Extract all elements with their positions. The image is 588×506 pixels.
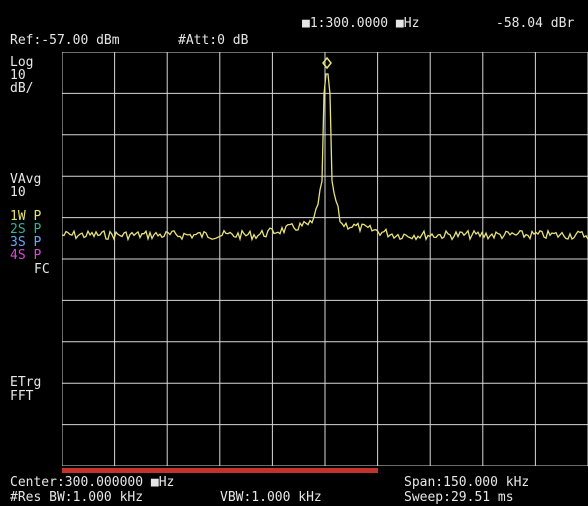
average-label: VAvg [10, 172, 42, 187]
trace-1-label: 1W P [10, 209, 42, 224]
span: Span:150.000 kHz [404, 475, 530, 490]
graticule [62, 52, 588, 466]
trace-4-label: 4S P [10, 248, 42, 263]
scale-unit: dB/ [10, 81, 34, 96]
sweep-progress-fill [62, 468, 378, 473]
trace-2-label: 2S P [10, 222, 42, 237]
trace-3-label: 3S P [10, 235, 42, 250]
sweep-progress-bar [62, 468, 588, 473]
fft-label: FFT [10, 389, 34, 404]
trigger-label: ETrg [10, 375, 42, 390]
spectrum-trace [62, 73, 588, 242]
marker-frequency-readout: ■1:300.0000 ■Hz [302, 16, 420, 31]
scale-type: Log [10, 55, 34, 70]
scale-value: 10 [10, 68, 26, 83]
spectrum-display [62, 52, 588, 466]
fc-label: FC [34, 262, 50, 277]
marker-diamond-icon [322, 56, 332, 70]
sweep-time: Sweep:29.51 ms [404, 490, 514, 505]
center-frequency: Center:300.000000 ■Hz [10, 475, 175, 490]
reference-level: Ref:-57.00 dBm [10, 33, 120, 48]
video-bandwidth: VBW:1.000 kHz [220, 490, 322, 505]
marker-level-readout: -58.04 dBr [496, 16, 575, 31]
average-value: 10 [10, 185, 26, 200]
attenuation: #Att:0 dB [178, 33, 249, 48]
resolution-bandwidth: #Res BW:1.000 kHz [10, 490, 144, 505]
